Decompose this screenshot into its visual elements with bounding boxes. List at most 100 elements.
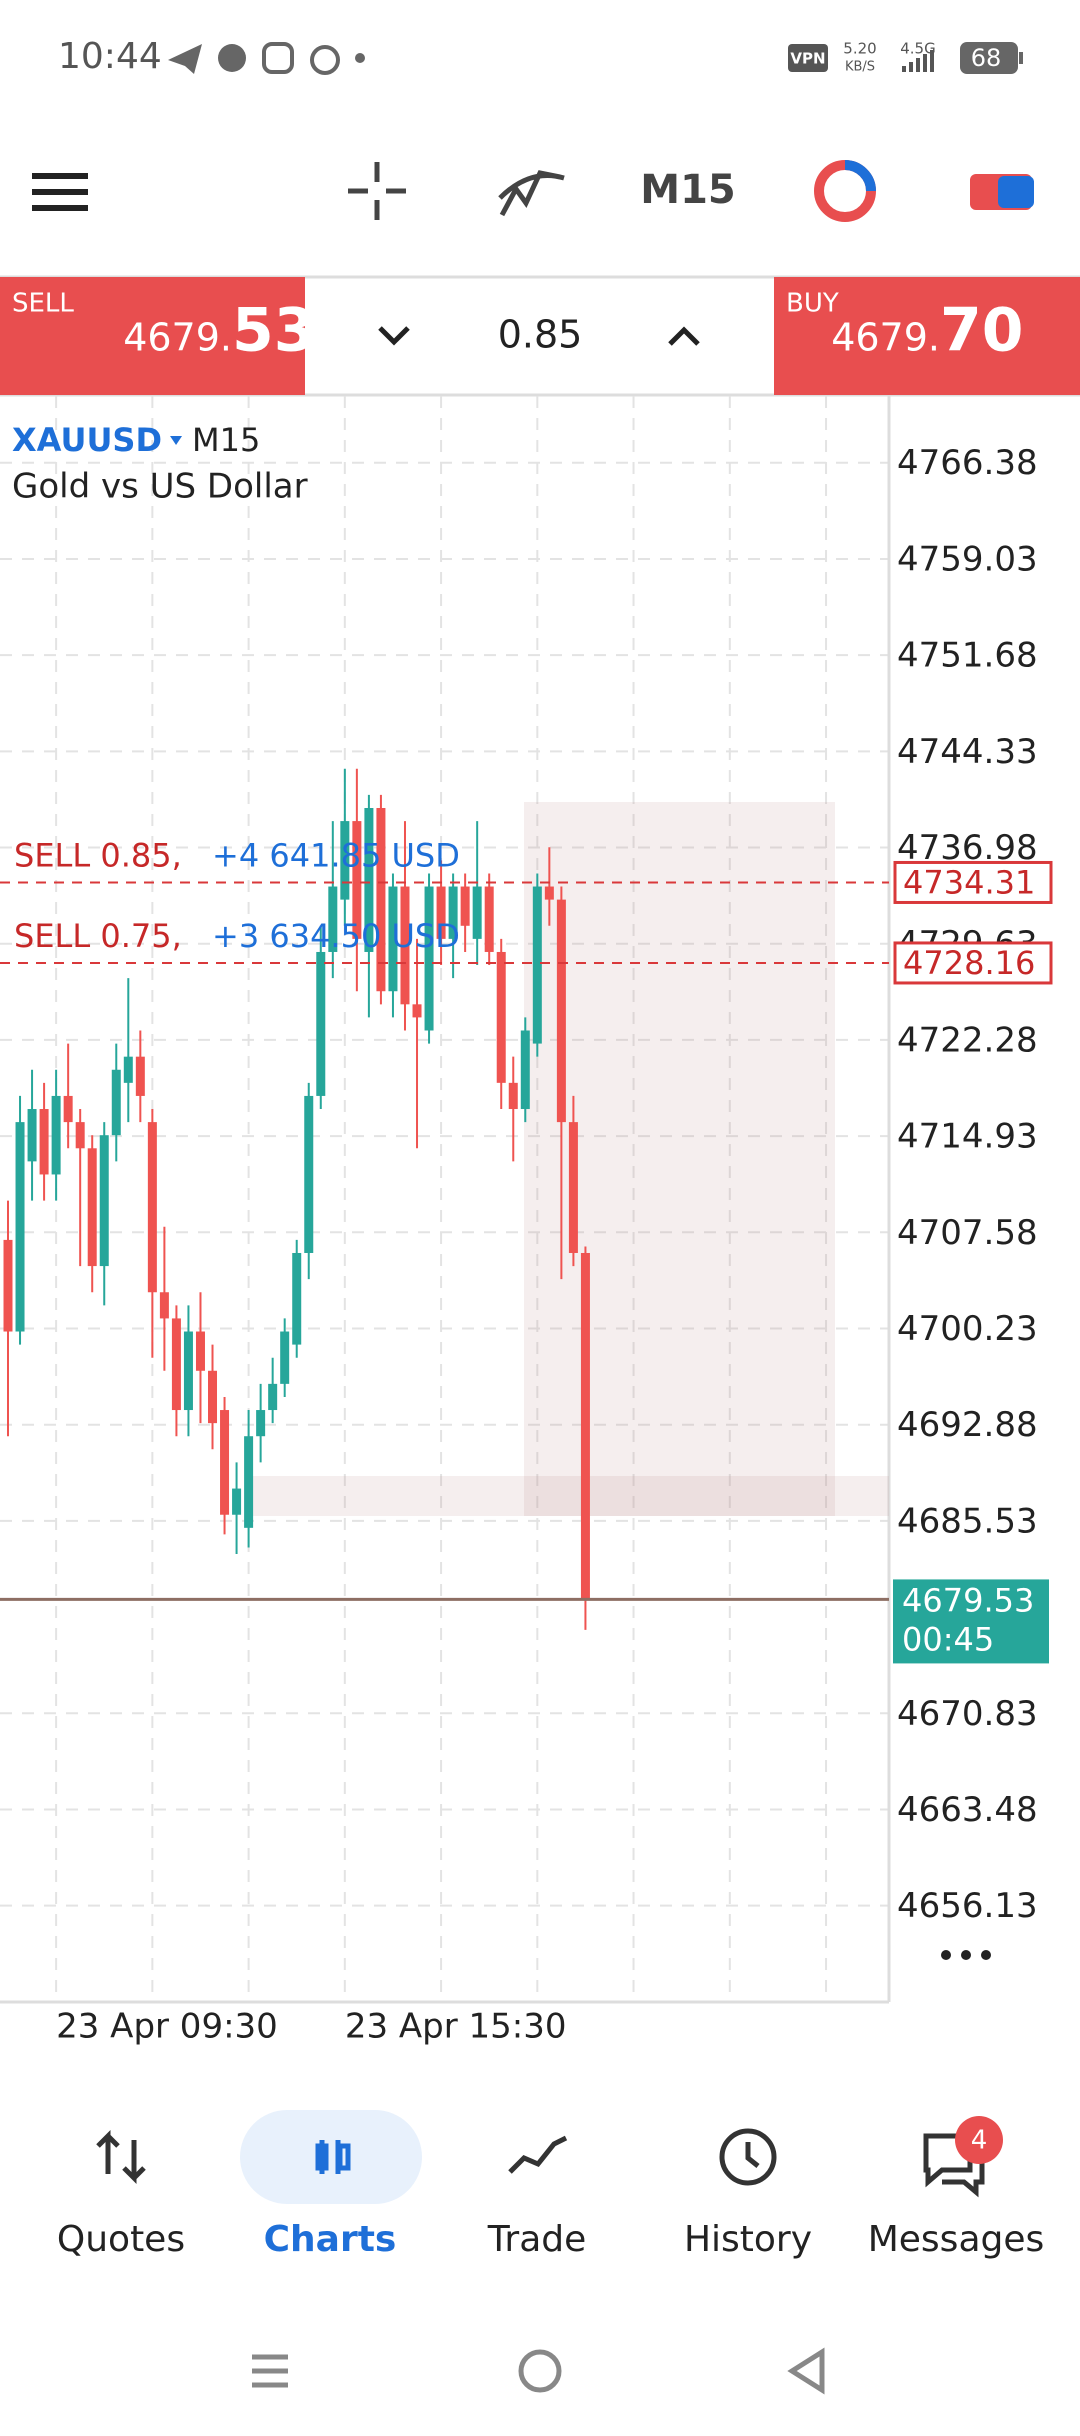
signal-icon xyxy=(902,50,934,72)
candle-body xyxy=(556,899,566,1123)
candle-body xyxy=(496,951,506,1083)
sell-button[interactable] xyxy=(0,277,305,395)
messages-badge xyxy=(955,2116,1003,2164)
y-tick-label: 4722.28 xyxy=(897,1020,1038,1060)
y-tick-label: 4751.68 xyxy=(897,636,1038,676)
y-tick-label: 4714.93 xyxy=(897,1117,1038,1157)
bar-countdown: 00:45 xyxy=(902,1620,994,1658)
order-price: 4728.16 xyxy=(903,944,1035,982)
more-dot[interactable] xyxy=(961,1950,971,1960)
candle-body xyxy=(316,951,326,1096)
nav-label[interactable]: Messages xyxy=(868,2219,1045,2260)
nav-label[interactable]: Quotes xyxy=(57,2219,185,2260)
y-tick-label: 4663.48 xyxy=(897,1790,1038,1830)
nav-label[interactable]: Trade xyxy=(487,2219,587,2260)
candle-body xyxy=(159,1292,169,1319)
drawn-band xyxy=(248,1476,889,1516)
candle-body xyxy=(208,1370,218,1424)
y-tick-label: 4656.13 xyxy=(897,1886,1038,1926)
y-tick-label: 4766.38 xyxy=(897,443,1038,483)
candle-body xyxy=(75,1122,85,1149)
candle-body xyxy=(3,1239,13,1332)
home-button[interactable] xyxy=(518,2349,562,2393)
candle-body xyxy=(280,1331,290,1384)
sell-price: 4679. xyxy=(123,316,232,360)
charts-icon xyxy=(315,2140,351,2174)
candle-body xyxy=(400,886,410,1005)
current-price-box xyxy=(893,1579,1049,1664)
y-tick-label: 4700.23 xyxy=(897,1309,1038,1349)
candle-body xyxy=(508,1082,518,1110)
back-button[interactable] xyxy=(787,2347,825,2395)
candle-body xyxy=(27,1109,37,1162)
candle-body xyxy=(364,808,374,952)
candle-body xyxy=(388,886,398,992)
order-profit: +3 634.50 USD xyxy=(212,917,460,955)
buy-label: BUY xyxy=(786,289,839,319)
telegram-icon xyxy=(168,44,202,74)
recents-button[interactable] xyxy=(252,2354,288,2388)
system-nav xyxy=(252,2347,825,2395)
volume[interactable]: 0.85 xyxy=(498,313,583,357)
order-price: 4734.31 xyxy=(903,863,1035,901)
menu-button[interactable] xyxy=(32,173,88,211)
candle-body xyxy=(39,1109,49,1175)
candle-body xyxy=(63,1095,73,1123)
chart: 4766.384759.034751.684744.334736.984729.… xyxy=(0,396,1053,2047)
quotes-icon xyxy=(96,2129,146,2185)
x-tick-label: 23 Apr 15:30 xyxy=(345,2007,567,2047)
net-speed: 5.20 xyxy=(843,40,876,58)
order-label: SELL 0.85, xyxy=(14,836,182,874)
status-time: 10:44 xyxy=(58,36,162,77)
buy-button[interactable] xyxy=(774,277,1080,395)
order-label: SELL 0.75, xyxy=(14,917,182,955)
symbol-dropdown[interactable] xyxy=(170,436,183,445)
order-profit: +4 641.85 USD xyxy=(212,836,460,874)
candle-body xyxy=(436,886,446,939)
nav-label[interactable]: Charts xyxy=(264,2219,397,2260)
order-price-box xyxy=(893,860,1053,904)
more-dot[interactable] xyxy=(981,1950,991,1960)
candle-body xyxy=(256,1410,266,1437)
candle-body xyxy=(520,1030,530,1110)
volume-up[interactable] xyxy=(668,326,700,346)
y-tick-label: 4685.53 xyxy=(897,1501,1038,1541)
messages-badge-count: 4 xyxy=(971,2126,988,2156)
nav-active-pill xyxy=(240,2110,422,2204)
instagram-icon xyxy=(262,42,294,74)
candle-body xyxy=(244,1436,254,1528)
candle-body xyxy=(376,808,386,992)
y-tick-label: 4744.33 xyxy=(897,732,1038,772)
candle-body xyxy=(292,1252,302,1345)
sell-price-big: 53 xyxy=(232,296,316,366)
x-tick-label: 23 Apr 09:30 xyxy=(56,2007,278,2047)
crosshair-button[interactable] xyxy=(348,162,406,220)
trade-toggle-accent xyxy=(998,176,1034,208)
history-hand xyxy=(745,2142,760,2168)
candle-body xyxy=(99,1135,109,1267)
timeframe-button[interactable]: M15 xyxy=(640,167,735,213)
vpn-badge xyxy=(788,44,828,72)
candle-body xyxy=(51,1095,61,1175)
volume-down[interactable] xyxy=(378,326,410,346)
dot-icon xyxy=(355,53,365,63)
candle-body xyxy=(147,1122,157,1293)
candle-body xyxy=(532,886,542,1044)
candle-body xyxy=(220,1410,230,1515)
candle-body xyxy=(123,1056,133,1083)
more-dot[interactable] xyxy=(941,1950,951,1960)
candle-body xyxy=(472,886,482,939)
y-tick-label: 4670.83 xyxy=(897,1694,1038,1734)
symbol-title[interactable]: XAUUSD xyxy=(12,421,162,459)
candle-body xyxy=(352,821,362,939)
vpn-text: VPN xyxy=(790,50,825,68)
candle-body xyxy=(195,1331,205,1371)
candle-body xyxy=(135,1056,145,1096)
indicators-button[interactable] xyxy=(498,170,565,217)
trade-icon xyxy=(508,2135,568,2174)
nav-label[interactable]: History xyxy=(684,2219,812,2260)
history-icon xyxy=(719,2128,777,2186)
candle-body xyxy=(171,1318,181,1411)
candle-body xyxy=(87,1148,97,1267)
